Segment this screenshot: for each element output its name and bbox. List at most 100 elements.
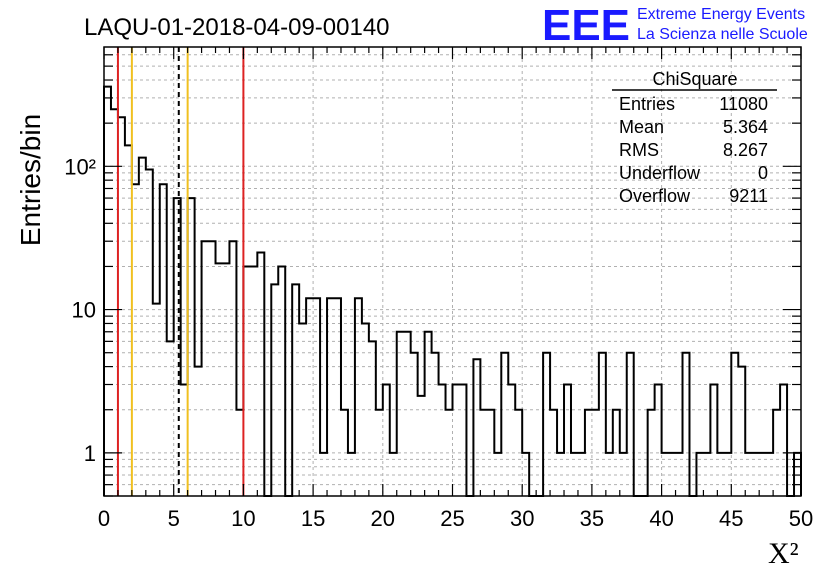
histogram-bin [745, 453, 752, 496]
histogram-bin [418, 396, 425, 496]
x-tick-label: 25 [440, 506, 464, 531]
y-tick-label: 1 [84, 441, 96, 466]
stats-label-rms: RMS [619, 140, 659, 160]
histogram-bin [167, 341, 174, 496]
histogram-bin [209, 241, 216, 496]
stats-label-entries: Entries [619, 94, 675, 114]
histogram-bin [202, 241, 209, 496]
y-tick-label: 10² [64, 154, 96, 179]
histogram-bin [613, 410, 620, 496]
y-axis-title: Entries/bin [15, 114, 46, 246]
stats-box: ChiSquare Entries 11080 Mean 5.364 RMS 8… [612, 69, 777, 206]
histogram-bin [731, 353, 738, 496]
histogram-bin [683, 353, 690, 496]
chart-title: LAQU-01-2018-04-09-00140 [84, 14, 390, 41]
histogram-bin [676, 453, 683, 496]
histogram-bin [132, 184, 139, 496]
histogram-bin [564, 384, 571, 496]
histogram-bin [592, 410, 599, 496]
stats-value-overflow: 9211 [729, 186, 768, 206]
stats-label-underflow: Underflow [619, 163, 701, 183]
histogram-bin [648, 410, 655, 496]
stats-value-entries: 11080 [719, 94, 768, 114]
histogram-bin [411, 353, 418, 496]
histogram-bin [487, 410, 494, 496]
x-tick-labels: 0 5 10 15 20 25 30 35 40 45 50 [98, 506, 813, 531]
x-tick-label: 10 [231, 506, 255, 531]
stats-box-title: ChiSquare [652, 69, 737, 89]
x-axis-title: X² [768, 537, 799, 570]
histogram-bin [515, 410, 522, 496]
histogram-bin [383, 384, 390, 496]
histogram-bin [118, 117, 125, 496]
stats-label-overflow: Overflow [619, 186, 691, 206]
histogram-bin [780, 384, 787, 496]
histogram-bin [278, 266, 285, 496]
histogram-outline [103, 85, 802, 497]
histogram-bin [404, 332, 411, 496]
histogram-bin [320, 453, 327, 496]
histogram-bin [662, 453, 669, 496]
x-tick-label: 5 [168, 506, 180, 531]
histogram-bin [257, 253, 264, 496]
histogram-bin [724, 453, 731, 496]
histogram-bin [766, 453, 773, 496]
x-tick-label: 15 [301, 506, 325, 531]
histogram-bin [139, 158, 146, 496]
logo-line-2: La Scienza nelle Scuole [637, 26, 808, 43]
x-tick-label: 50 [789, 506, 813, 531]
histogram-bin [271, 284, 278, 496]
x-tick-label: 20 [371, 506, 395, 531]
histogram-bin [459, 384, 466, 496]
stats-value-mean: 5.364 [723, 117, 768, 137]
logo-line-1: Extreme Energy Events [637, 6, 805, 23]
histogram-bin [216, 263, 223, 496]
histogram-bin [306, 298, 313, 496]
histogram-bin [522, 453, 529, 496]
histogram-bin [313, 298, 320, 496]
y-tick-labels: 1 10 10² [64, 154, 96, 466]
histogram-bin [327, 298, 334, 496]
histogram-bin [146, 169, 153, 496]
histogram-bin [480, 410, 487, 496]
histogram-bin [348, 453, 355, 496]
histogram-bin [355, 298, 362, 496]
histogram-bin [188, 198, 195, 496]
y-tick-label: 10 [72, 298, 96, 323]
x-tick-label: 0 [98, 506, 110, 531]
histogram-bin [446, 410, 453, 496]
histogram-bin [111, 109, 118, 496]
histogram-bin [362, 323, 369, 496]
histogram-bin [494, 453, 501, 496]
histogram-bin [620, 453, 627, 496]
histogram-bin [104, 87, 111, 496]
axis-ticks [103, 47, 802, 497]
histogram-bin [195, 367, 202, 496]
histogram-bin [627, 353, 634, 496]
histogram-bin [585, 410, 592, 496]
histogram-bin [738, 367, 745, 496]
x-tick-label: 30 [510, 506, 534, 531]
histogram-bin [299, 323, 306, 496]
eee-logo: EEE [542, 1, 630, 50]
histogram-bin [696, 453, 703, 496]
histogram-bin [229, 241, 236, 496]
histogram-bin [606, 453, 613, 496]
x-tick-label: 45 [719, 506, 743, 531]
histogram-bin [557, 453, 564, 496]
histogram-bin [334, 298, 341, 496]
histogram-bin [292, 284, 299, 496]
histogram-bin [669, 453, 676, 496]
histogram-bin [425, 332, 432, 496]
histogram-bin [160, 184, 167, 496]
histogram-bin [501, 353, 508, 496]
histogram-bin [222, 263, 229, 496]
stats-value-underflow: 0 [758, 163, 768, 183]
histogram-bin [473, 359, 480, 496]
stats-label-mean: Mean [619, 117, 664, 137]
stats-value-rms: 8.267 [723, 140, 768, 160]
histogram-bin [578, 453, 585, 496]
histogram-bin [453, 384, 460, 496]
histogram-bin [153, 304, 160, 496]
